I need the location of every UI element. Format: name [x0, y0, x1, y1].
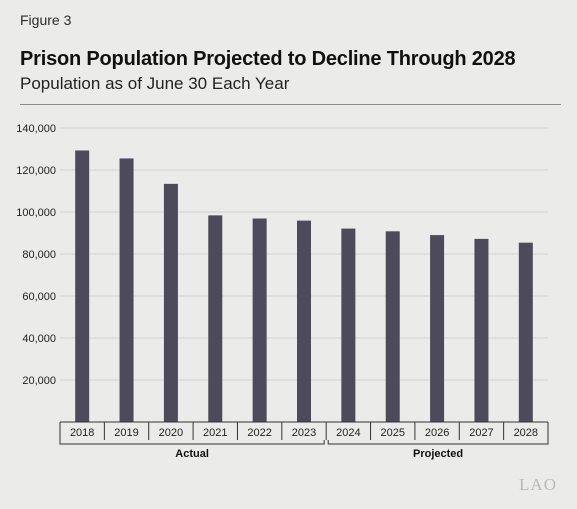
y-axis-ticks: 20,000 40,000 60,000 80,000 100,000 120,000 14…: [16, 123, 56, 387]
y-tick-label: 40,000: [22, 333, 56, 345]
bar: [474, 238, 489, 422]
y-tick-label: 80,000: [22, 249, 56, 261]
bar: [297, 220, 311, 422]
bar: [208, 215, 223, 422]
bar: [163, 183, 178, 422]
x-tick-label: 2019: [114, 427, 138, 439]
x-tick-label: 2023: [292, 427, 316, 439]
x-tick-label: 2027: [469, 427, 493, 439]
figure-label: Figure 3: [20, 12, 72, 28]
title-divider: [20, 104, 561, 105]
bars: [75, 150, 533, 422]
bar: [518, 242, 533, 422]
group-bracket: [59, 440, 325, 445]
bar: [430, 235, 445, 422]
y-tick-label: 60,000: [22, 291, 56, 303]
x-axis: 2018 2019 2020 2021 2022 2023 2024 2025 2026 2027…: [59, 421, 549, 440]
y-tick-label: 120,000: [16, 165, 56, 177]
lao-logo: LAO: [519, 475, 557, 494]
bar: [252, 218, 267, 422]
x-tick-label: 2022: [247, 427, 271, 439]
bar: [119, 158, 134, 422]
x-tick-label: 2025: [380, 427, 404, 439]
y-tick-label: 20,000: [22, 375, 56, 387]
y-tick-label: 140,000: [16, 123, 56, 135]
group-label: Actual: [175, 448, 209, 460]
chart-subtitle: Population as of June 30 Each Year: [20, 74, 290, 93]
x-tick-label: 2024: [336, 427, 360, 439]
group-label: Projected: [413, 448, 463, 460]
group-brackets: Actual Projected: [59, 440, 549, 460]
group-bracket: [327, 440, 549, 445]
x-tick-label: 2018: [70, 427, 94, 439]
bar: [385, 231, 400, 422]
x-tick-label: 2020: [159, 427, 183, 439]
y-tick-label: 100,000: [16, 207, 56, 219]
x-tick-label: 2021: [203, 427, 227, 439]
bar: [341, 228, 356, 422]
bar: [75, 150, 90, 422]
x-tick-label: 2026: [425, 427, 449, 439]
chart-title: Prison Population Projected to Decline T…: [20, 48, 516, 70]
x-tick-label: 2028: [514, 427, 538, 439]
